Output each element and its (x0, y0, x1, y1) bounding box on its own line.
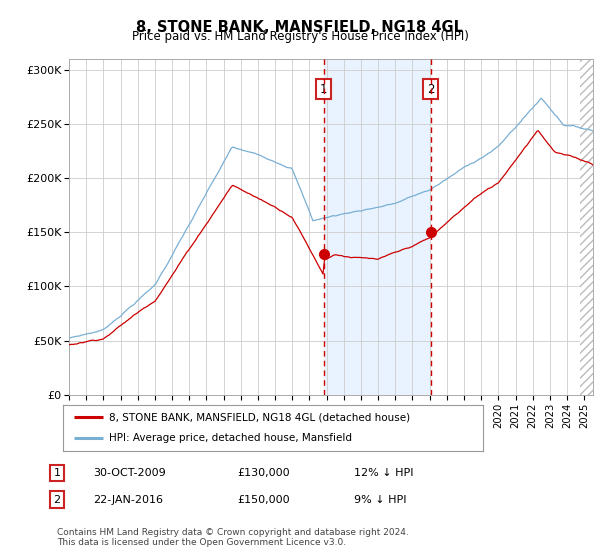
Text: 30-OCT-2009: 30-OCT-2009 (93, 468, 166, 478)
Text: £130,000: £130,000 (237, 468, 290, 478)
Text: 1: 1 (53, 468, 61, 478)
Text: HPI: Average price, detached house, Mansfield: HPI: Average price, detached house, Mans… (109, 433, 352, 444)
Text: 12% ↓ HPI: 12% ↓ HPI (354, 468, 413, 478)
Text: £150,000: £150,000 (237, 494, 290, 505)
Text: Price paid vs. HM Land Registry's House Price Index (HPI): Price paid vs. HM Land Registry's House … (131, 30, 469, 43)
Text: 1: 1 (320, 83, 328, 96)
Text: 2: 2 (427, 83, 434, 96)
Text: 9% ↓ HPI: 9% ↓ HPI (354, 494, 407, 505)
Text: 8, STONE BANK, MANSFIELD, NG18 4GL: 8, STONE BANK, MANSFIELD, NG18 4GL (137, 20, 464, 35)
Text: Contains HM Land Registry data © Crown copyright and database right 2024.
This d: Contains HM Land Registry data © Crown c… (57, 528, 409, 547)
Text: 8, STONE BANK, MANSFIELD, NG18 4GL (detached house): 8, STONE BANK, MANSFIELD, NG18 4GL (deta… (109, 412, 410, 422)
Text: 2: 2 (53, 494, 61, 505)
Text: 22-JAN-2016: 22-JAN-2016 (93, 494, 163, 505)
Bar (323, 59, 431, 395)
Bar (580, 59, 593, 395)
